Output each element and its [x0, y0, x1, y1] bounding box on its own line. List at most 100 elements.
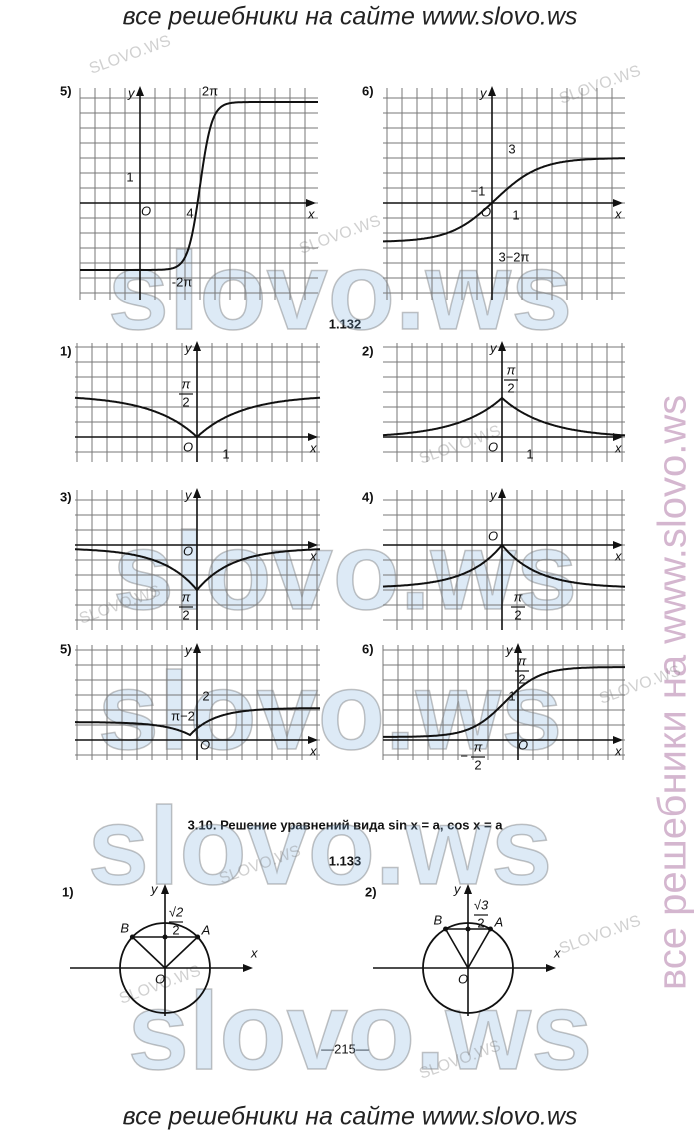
fraction-sign: − [460, 748, 468, 763]
origin-label: O [481, 204, 491, 219]
fraction-numerator: √2 [169, 904, 184, 919]
annotation: 1 [126, 169, 133, 184]
graph-label: 5) [60, 641, 72, 656]
watermark: slovo.ws [128, 970, 593, 1093]
arrow [514, 643, 522, 653]
axis-label: y [479, 85, 488, 100]
origin-label: O [488, 528, 498, 543]
watermark: slovo.ws [113, 510, 578, 633]
curve [80, 101, 318, 271]
section-title: 3.10. Решение уравнений вида sin x = a, … [188, 817, 504, 832]
origin-label: O [518, 737, 528, 752]
fraction-numerator: π [518, 653, 527, 668]
footer: все решебники на сайте www.slovo.ws [123, 1103, 578, 1131]
small-watermark: SLOVO.WS [557, 913, 643, 958]
radius [131, 936, 166, 969]
arrow [308, 541, 318, 549]
page-number: —215— [321, 1041, 369, 1056]
arrow [136, 86, 144, 96]
arrow [498, 341, 506, 351]
axis-label: y [453, 881, 462, 896]
axis-label: x [307, 206, 315, 221]
axis-label: y [489, 487, 498, 502]
arrow [308, 433, 318, 441]
fraction-numerator: π [474, 739, 483, 754]
axis-label: x [614, 743, 622, 758]
annotation: 3−2π [498, 249, 529, 264]
annotation: -2π [172, 274, 193, 289]
annotation: 2π [202, 83, 218, 98]
graph-label: 1) [60, 343, 72, 358]
arrow [613, 541, 623, 549]
arrow [613, 736, 623, 744]
point-label: A [201, 922, 211, 937]
axis-label: x [614, 440, 622, 455]
axis-label: y [184, 642, 193, 657]
annotation: 1 [512, 207, 519, 222]
fraction-numerator: π [182, 376, 191, 391]
point [195, 934, 201, 940]
graph-label: 6) [362, 83, 374, 98]
point [129, 934, 135, 940]
axis-label: x [614, 206, 622, 221]
origin-label: O [200, 737, 210, 752]
annotation: 2 [202, 688, 209, 703]
radius [444, 928, 469, 969]
fraction-denominator: 2 [474, 757, 481, 772]
arrow [306, 199, 316, 207]
small-watermark: SLOVO.WS [87, 33, 173, 78]
arrow [464, 884, 472, 894]
axis-label: y [505, 642, 514, 657]
axis-label: x [250, 945, 258, 960]
origin-label: O [155, 971, 165, 986]
point [465, 926, 471, 932]
fraction-numerator: √3 [474, 897, 489, 912]
annotation: 1 [526, 446, 533, 461]
fraction-denominator: 2 [514, 607, 521, 622]
arrow [308, 736, 318, 744]
arrow [498, 488, 506, 498]
point [487, 926, 493, 932]
origin-label: O [458, 971, 468, 986]
graph-label: 2) [365, 884, 377, 899]
origin-label: O [183, 439, 193, 454]
graph-label: 4) [362, 489, 374, 504]
axis-label: y [127, 85, 136, 100]
fraction-denominator: 2 [182, 394, 189, 409]
fraction-numerator: π [507, 362, 516, 377]
axis-label: y [489, 340, 498, 355]
fraction-numerator: π [514, 589, 523, 604]
side-watermark: все решебники на www.slovo.ws [651, 395, 695, 990]
point-label: B [120, 920, 129, 935]
annotation: 3 [508, 141, 515, 156]
arrow [193, 643, 201, 653]
point [443, 926, 449, 932]
curve [74, 396, 321, 439]
arrow [161, 884, 169, 894]
arrow [193, 488, 201, 498]
point-label: A [493, 914, 503, 929]
arrow [488, 86, 496, 96]
axis-label: x [309, 743, 317, 758]
axis-label: x [309, 440, 317, 455]
curve [382, 543, 625, 588]
curve [382, 396, 626, 437]
curve [383, 666, 625, 738]
graph-label: 3) [60, 489, 72, 504]
origin-label: O [141, 203, 151, 218]
watermark: slovo.ws [98, 650, 563, 773]
annotation: 4 [186, 205, 193, 220]
point [162, 934, 168, 940]
axis-label: x [309, 548, 317, 563]
radius [467, 928, 492, 969]
axis-label: x [553, 945, 561, 960]
small-watermark: SLOVO.WS [557, 63, 643, 108]
axis-label: y [184, 487, 193, 502]
annotation: π−2 [171, 708, 195, 723]
fraction-denominator: 2 [477, 915, 484, 930]
annotation: 1 [508, 688, 515, 703]
fraction-denominator: 2 [507, 380, 514, 395]
arrow [193, 341, 201, 351]
arrow [613, 199, 623, 207]
